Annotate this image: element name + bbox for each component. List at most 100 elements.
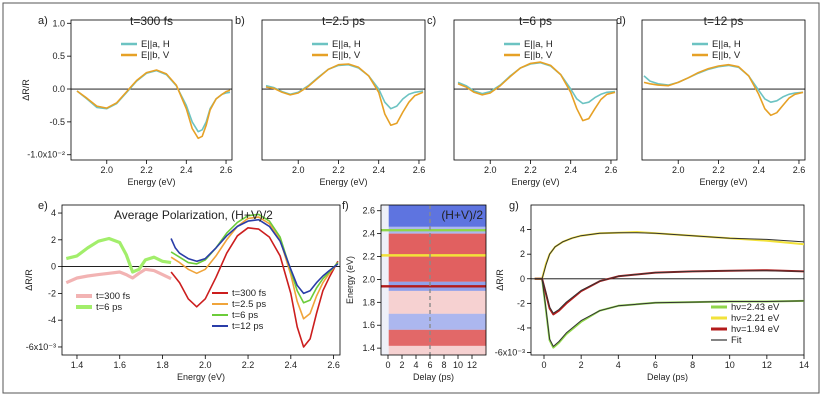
plot-frame-e <box>61 204 341 356</box>
x-tick-label-d: 2.2 <box>712 165 725 175</box>
panel-title-e: Average Polarization, (H+V)/2 <box>114 208 273 222</box>
y-tick-label-f: 1.6 <box>362 320 375 330</box>
y-tick-label-f: 2.0 <box>362 274 375 284</box>
plot-frame-f <box>380 204 487 356</box>
panel-label-f: f) <box>342 200 349 212</box>
y-exponent-label-a: -1.0x10⁻² <box>27 150 65 160</box>
series-line-d-1 <box>643 63 804 117</box>
series-line-e-4 <box>170 213 339 304</box>
series-group-e <box>65 213 339 348</box>
series-group-a <box>76 69 231 140</box>
x-tick-label-a: 2.6 <box>220 165 233 175</box>
y-tick-label-f: 1.4 <box>362 343 375 353</box>
heatmap-cell-0 <box>388 205 486 227</box>
y-tick-label-e: -4 <box>48 315 56 325</box>
legend-entry-c-1: E||b, V <box>524 50 553 61</box>
x-tick-label-g: 14 <box>799 360 809 370</box>
x-tick-label-a: 2.4 <box>180 165 193 175</box>
x-tick-label-b: 2.2 <box>332 165 345 175</box>
x-tick-label-f: 8 <box>441 360 446 370</box>
legend-entry-b-1: E||b, V <box>332 50 361 61</box>
x-axis-label-g: Delay (ps) <box>647 372 688 382</box>
x-axis-label-d: Energy (eV) <box>699 177 747 187</box>
x-tick-label-e: 1.6 <box>113 360 126 370</box>
y-tick-label-g: 0 <box>520 274 525 284</box>
x-tick-label-e: 1.4 <box>71 360 84 370</box>
y-tick-label-a: 0.0 <box>52 84 65 94</box>
panel-label-d: d) <box>616 15 626 27</box>
x-tick-label-e: 2.4 <box>285 360 298 370</box>
x-tick-label-d: 2.4 <box>752 165 765 175</box>
heatmap-cell-7 <box>388 345 486 355</box>
x-axis-label-a: Energy (eV) <box>127 177 175 187</box>
panel-title-b: t=2.5 ps <box>322 14 365 28</box>
legend-entry-d-0: E||a, H <box>712 39 741 50</box>
panel-title-c: t=6 ps <box>519 14 552 28</box>
y-axis-label-g: ΔR/R <box>495 269 505 291</box>
x-axis-label-f: Delay (ps) <box>413 372 454 382</box>
y-axis-label-a: ΔR/R <box>21 79 31 101</box>
series-group-b <box>265 63 424 126</box>
x-tick-label-g: 0 <box>541 360 546 370</box>
plot-frame-b <box>261 19 426 161</box>
x-tick-label-g: 2 <box>579 360 584 370</box>
series-line-e-3 <box>170 216 339 320</box>
legend-entry-e-right-1: t=2.5 ps <box>232 299 266 310</box>
legend-entry-g-1: hν=2.21 eV <box>731 313 780 324</box>
heatmap-pre-zero <box>381 205 389 355</box>
series-line-g-4 <box>534 232 804 280</box>
legend-entry-e-right-0: t=300 fs <box>232 288 266 299</box>
y-tick-label-a: -0.5 <box>49 117 65 127</box>
x-tick-label-g: 8 <box>690 360 695 370</box>
x-tick-label-b: 2.0 <box>292 165 305 175</box>
y-exponent-label-e: -6x10⁻³ <box>26 342 56 352</box>
plot-frame-a <box>70 19 233 161</box>
legend-entry-e-left-0: t=300 fs <box>96 291 130 302</box>
legend-entry-a-0: E||a, H <box>141 39 170 50</box>
x-tick-label-f: 2 <box>399 360 404 370</box>
heatmap-cell-4 <box>388 290 486 314</box>
x-tick-label-e: 1.8 <box>156 360 169 370</box>
y-tick-label-f: 1.8 <box>362 297 375 307</box>
y-exponent-label-g: -6x10⁻³ <box>495 348 525 358</box>
series-line-c-1 <box>457 61 616 122</box>
legend-entry-g-2: hν=1.94 eV <box>731 324 780 335</box>
y-tick-label-g: -4 <box>517 323 525 333</box>
series-group-d <box>643 63 804 117</box>
x-tick-label-g: 6 <box>653 360 658 370</box>
y-tick-label-g: -2 <box>517 298 525 308</box>
legend-entry-e-right-3: t=12 ps <box>232 321 264 332</box>
plot-frame-c <box>453 19 618 161</box>
legend-entry-e-left-1: t=6 ps <box>96 302 122 313</box>
legend-entry-b-0: E||a, H <box>332 39 361 50</box>
y-tick-label-a: 1.0 <box>52 18 65 28</box>
x-tick-label-c: 2.2 <box>524 165 537 175</box>
x-tick-label-c: 2.6 <box>605 165 618 175</box>
series-group-c <box>457 61 616 122</box>
y-tick-label-f: 2.4 <box>362 229 375 239</box>
series-line-d-0 <box>643 64 804 103</box>
series-line-e-2 <box>170 227 339 348</box>
x-tick-label-e: 2.6 <box>327 360 340 370</box>
x-axis-label-b: Energy (eV) <box>319 177 367 187</box>
series-line-b-1 <box>265 63 424 126</box>
panel-title-d: t=12 ps <box>704 14 744 28</box>
x-tick-label-f: 10 <box>453 360 463 370</box>
x-tick-label-f: 6 <box>427 360 432 370</box>
x-tick-label-c: 2.0 <box>484 165 497 175</box>
x-tick-label-g: 10 <box>725 360 735 370</box>
legend-entry-g-3: Fit <box>731 335 742 346</box>
x-axis-label-c: Energy (eV) <box>511 177 559 187</box>
x-tick-label-d: 2.6 <box>793 165 806 175</box>
y-tick-label-e: 2 <box>51 235 56 245</box>
heatmap-cell-5 <box>388 313 486 330</box>
y-tick-label-e: -2 <box>48 288 56 298</box>
legend-entry-e-right-2: t=6 ps <box>232 310 258 321</box>
panel-label-a: a) <box>38 15 48 27</box>
series-group-g <box>534 231 804 349</box>
x-tick-label-e: 2.2 <box>242 360 255 370</box>
heatmap-cell-6 <box>388 329 486 346</box>
x-tick-label-b: 2.6 <box>413 165 426 175</box>
legend-entry-a-1: E||b, V <box>141 50 170 61</box>
